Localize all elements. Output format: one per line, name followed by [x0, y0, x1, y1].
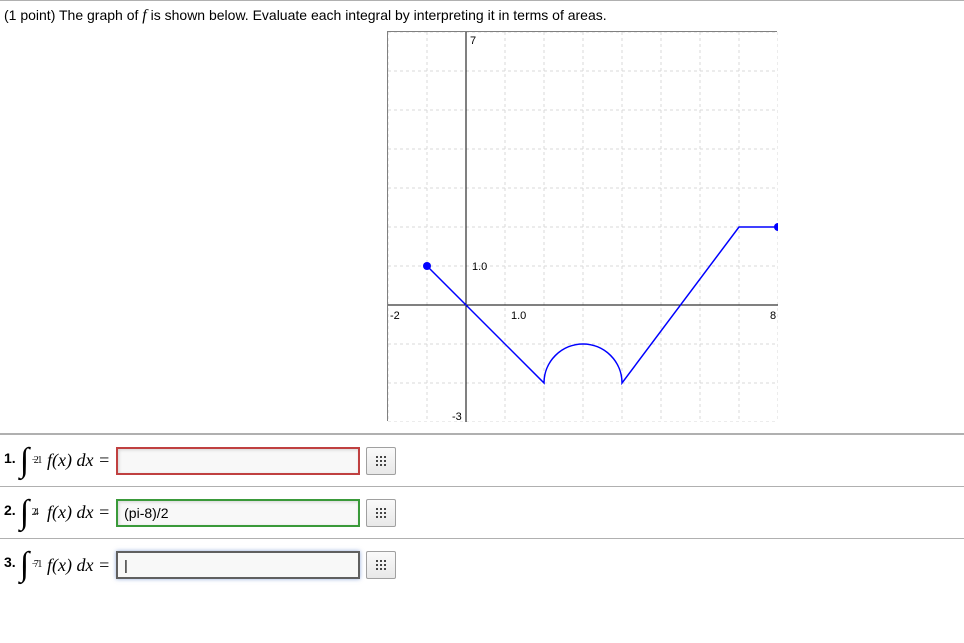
answer-input[interactable]: [116, 447, 360, 475]
lower-limit: −1: [32, 446, 43, 476]
integrand: f(x) dx =: [47, 502, 110, 523]
answer-index: 3.: [4, 554, 16, 576]
integral-expression: ∫42f(x) dx =: [20, 498, 110, 528]
prompt-pre: The graph of: [59, 7, 138, 23]
keypad-icon: [376, 560, 386, 570]
integral-expression: ∫2−1f(x) dx =: [20, 446, 110, 476]
svg-text:-3: -3: [452, 411, 462, 422]
graph-panel: 7 1.0 -2 -3 1.0 8: [387, 31, 777, 421]
answer-row: 3.∫7−1f(x) dx =: [0, 539, 964, 591]
answer-row: 1.∫2−1f(x) dx =: [0, 435, 964, 487]
keypad-button[interactable]: [366, 499, 396, 527]
problem-prompt: (1 point) The graph of f is shown below.…: [0, 1, 964, 31]
f-symbol: f: [142, 7, 146, 24]
answer-input[interactable]: [116, 551, 360, 579]
points-label: (1 point): [4, 7, 55, 23]
keypad-button[interactable]: [366, 551, 396, 579]
svg-text:1.0: 1.0: [472, 261, 487, 273]
answer-row: 2.∫42f(x) dx =: [0, 487, 964, 539]
answer-index: 2.: [4, 502, 16, 524]
svg-text:-2: -2: [390, 310, 400, 322]
keypad-icon: [376, 508, 386, 518]
keypad-button[interactable]: [366, 447, 396, 475]
svg-text:7: 7: [470, 35, 476, 47]
answer-index: 1.: [4, 450, 16, 472]
svg-text:1.0: 1.0: [511, 310, 526, 322]
integral-expression: ∫7−1f(x) dx =: [20, 550, 110, 580]
integrand: f(x) dx =: [47, 555, 110, 576]
lower-limit: −1: [32, 550, 43, 580]
graph-svg: 7 1.0 -2 -3 1.0 8: [388, 32, 778, 422]
integrand: f(x) dx =: [47, 450, 110, 471]
keypad-icon: [376, 456, 386, 466]
prompt-post: is shown below. Evaluate each integral b…: [151, 7, 607, 23]
lower-limit: 2: [32, 498, 37, 528]
svg-text:8: 8: [770, 310, 776, 322]
answer-input[interactable]: [116, 499, 360, 527]
